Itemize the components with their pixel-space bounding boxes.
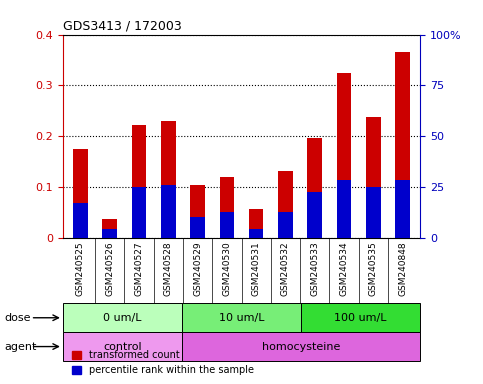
Text: GSM240529: GSM240529 bbox=[193, 242, 202, 296]
Text: GSM240526: GSM240526 bbox=[105, 242, 114, 296]
Text: GSM240527: GSM240527 bbox=[134, 242, 143, 296]
Bar bbox=[395, 52, 410, 238]
Bar bbox=[249, 209, 263, 238]
Bar bbox=[249, 229, 263, 238]
Bar bbox=[161, 185, 176, 238]
Bar bbox=[337, 73, 351, 238]
Text: homocysteine: homocysteine bbox=[262, 341, 340, 352]
Bar bbox=[63, 332, 182, 361]
Text: GSM240531: GSM240531 bbox=[252, 242, 261, 296]
Bar bbox=[220, 177, 234, 238]
Bar bbox=[102, 229, 117, 238]
Bar bbox=[301, 303, 420, 332]
Bar bbox=[63, 303, 182, 332]
Bar bbox=[366, 187, 381, 238]
Text: 0 um/L: 0 um/L bbox=[103, 313, 142, 323]
Bar bbox=[307, 138, 322, 238]
Bar bbox=[190, 185, 205, 238]
Text: GDS3413 / 172003: GDS3413 / 172003 bbox=[63, 19, 182, 32]
Text: GSM240528: GSM240528 bbox=[164, 242, 173, 296]
Bar bbox=[161, 121, 176, 238]
Legend: transformed count, percentile rank within the sample: transformed count, percentile rank withi… bbox=[68, 346, 258, 379]
Text: GSM240534: GSM240534 bbox=[340, 242, 349, 296]
Bar bbox=[73, 204, 88, 238]
Text: agent: agent bbox=[5, 341, 37, 352]
Bar bbox=[182, 332, 420, 361]
Text: control: control bbox=[103, 341, 142, 352]
Text: GSM240525: GSM240525 bbox=[76, 242, 85, 296]
Bar bbox=[337, 180, 351, 238]
Bar bbox=[182, 303, 301, 332]
Bar bbox=[73, 149, 88, 238]
Text: GSM240533: GSM240533 bbox=[310, 242, 319, 296]
Text: GSM240530: GSM240530 bbox=[222, 242, 231, 296]
Text: 100 um/L: 100 um/L bbox=[334, 313, 387, 323]
Bar bbox=[220, 212, 234, 238]
Bar bbox=[190, 217, 205, 238]
Bar bbox=[102, 219, 117, 238]
Bar bbox=[278, 212, 293, 238]
Text: 10 um/L: 10 um/L bbox=[219, 313, 264, 323]
Bar bbox=[278, 171, 293, 238]
Bar bbox=[366, 117, 381, 238]
Bar bbox=[132, 187, 146, 238]
Text: GSM240848: GSM240848 bbox=[398, 242, 407, 296]
Bar bbox=[395, 180, 410, 238]
Text: GSM240532: GSM240532 bbox=[281, 242, 290, 296]
Bar bbox=[307, 192, 322, 238]
Bar bbox=[132, 125, 146, 238]
Text: GSM240535: GSM240535 bbox=[369, 242, 378, 296]
Text: dose: dose bbox=[5, 313, 31, 323]
